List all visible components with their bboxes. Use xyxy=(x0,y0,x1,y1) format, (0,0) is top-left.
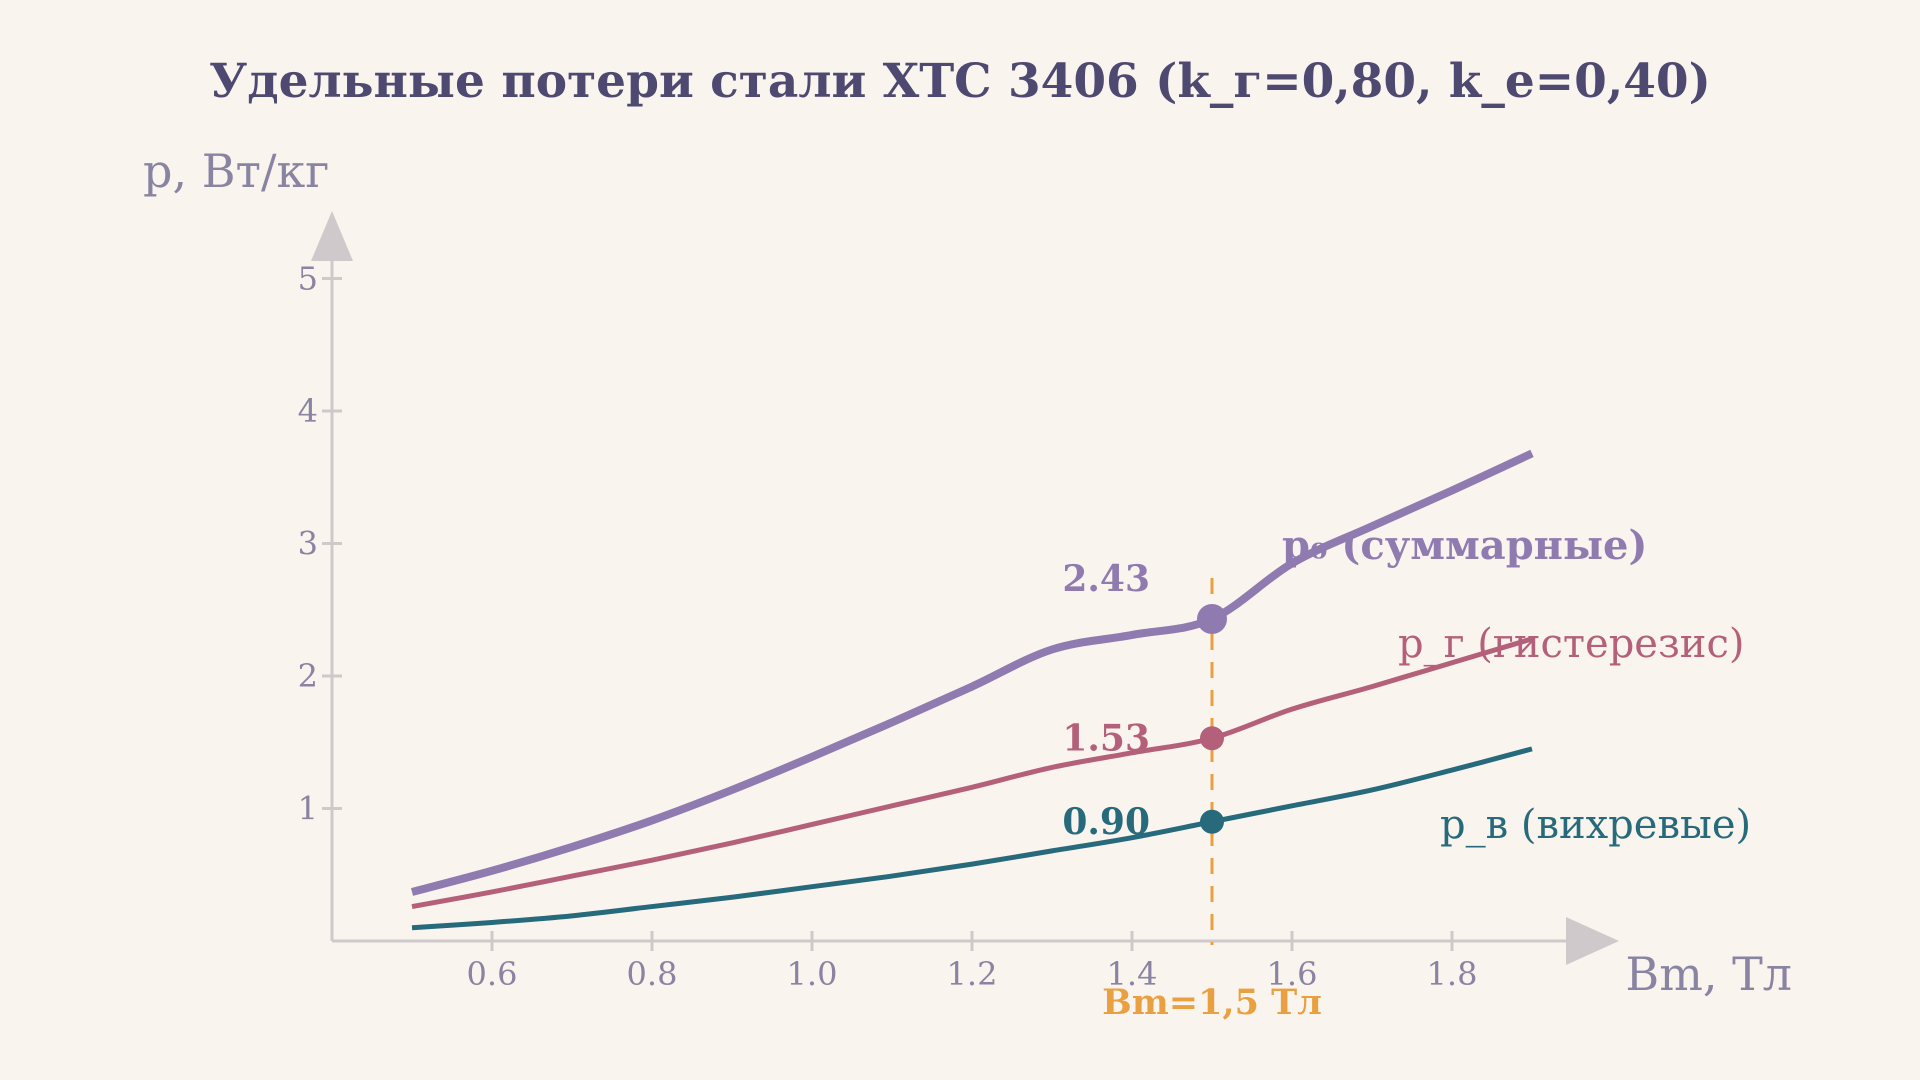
x-tick-label: 1.0 xyxy=(787,955,838,993)
x-tick-label: 1.8 xyxy=(1427,955,1478,993)
x-tick-label: 0.6 xyxy=(467,955,518,993)
axes xyxy=(311,211,1619,965)
series-line-eddy xyxy=(411,746,1533,931)
labels: 2.43 1.53 0.90 p₀ (суммарные) p_г (гистерези… xyxy=(1062,522,1751,848)
x-axis-title: Bm, Тл xyxy=(1625,947,1792,1001)
x-tick-label: 1.6 xyxy=(1267,955,1318,993)
y-tick-label: 1 xyxy=(298,790,318,828)
series-lines xyxy=(410,449,1534,931)
y-tick-label: 5 xyxy=(298,260,318,298)
series-label: p_в (вихревые) xyxy=(1440,802,1751,848)
chart-title: Удельные потери стали ХТС 3406 (k_г=0,80… xyxy=(209,54,1711,109)
point-marker xyxy=(1200,809,1224,834)
value-label: 2.43 xyxy=(1062,558,1150,600)
x-tick-label: 0.8 xyxy=(627,955,678,993)
y-tick-label: 2 xyxy=(298,657,318,695)
y-tick-label: 3 xyxy=(298,525,318,563)
x-tick-label: 1.2 xyxy=(947,955,998,993)
x-axis-arrow xyxy=(1566,917,1619,965)
x-tick-label: 1.4 xyxy=(1107,955,1158,993)
value-label: 1.53 xyxy=(1062,717,1150,759)
y-axis-arrow xyxy=(311,211,353,261)
y-axis-title: p, Вт/кг xyxy=(143,144,329,198)
point-marker xyxy=(1200,726,1224,751)
point-markers xyxy=(1197,604,1227,834)
marker-label: Bm=1,5 Тл xyxy=(1102,982,1322,1023)
series-label: p₀ (суммарные) xyxy=(1282,522,1647,569)
series-line-hysteresis xyxy=(411,636,1533,910)
series-line-total xyxy=(410,449,1534,896)
series-label: p_г (гистерезис) xyxy=(1398,621,1744,667)
ticks: 0.6 0.8 1.0 1.2 1.4 1.6 1.8 1 2 3 4 5 xyxy=(298,260,1478,994)
point-marker xyxy=(1197,604,1227,635)
y-tick-label: 4 xyxy=(298,392,318,430)
marker-group: Bm=1,5 Тл xyxy=(1102,578,1322,1023)
value-label: 0.90 xyxy=(1062,801,1150,843)
